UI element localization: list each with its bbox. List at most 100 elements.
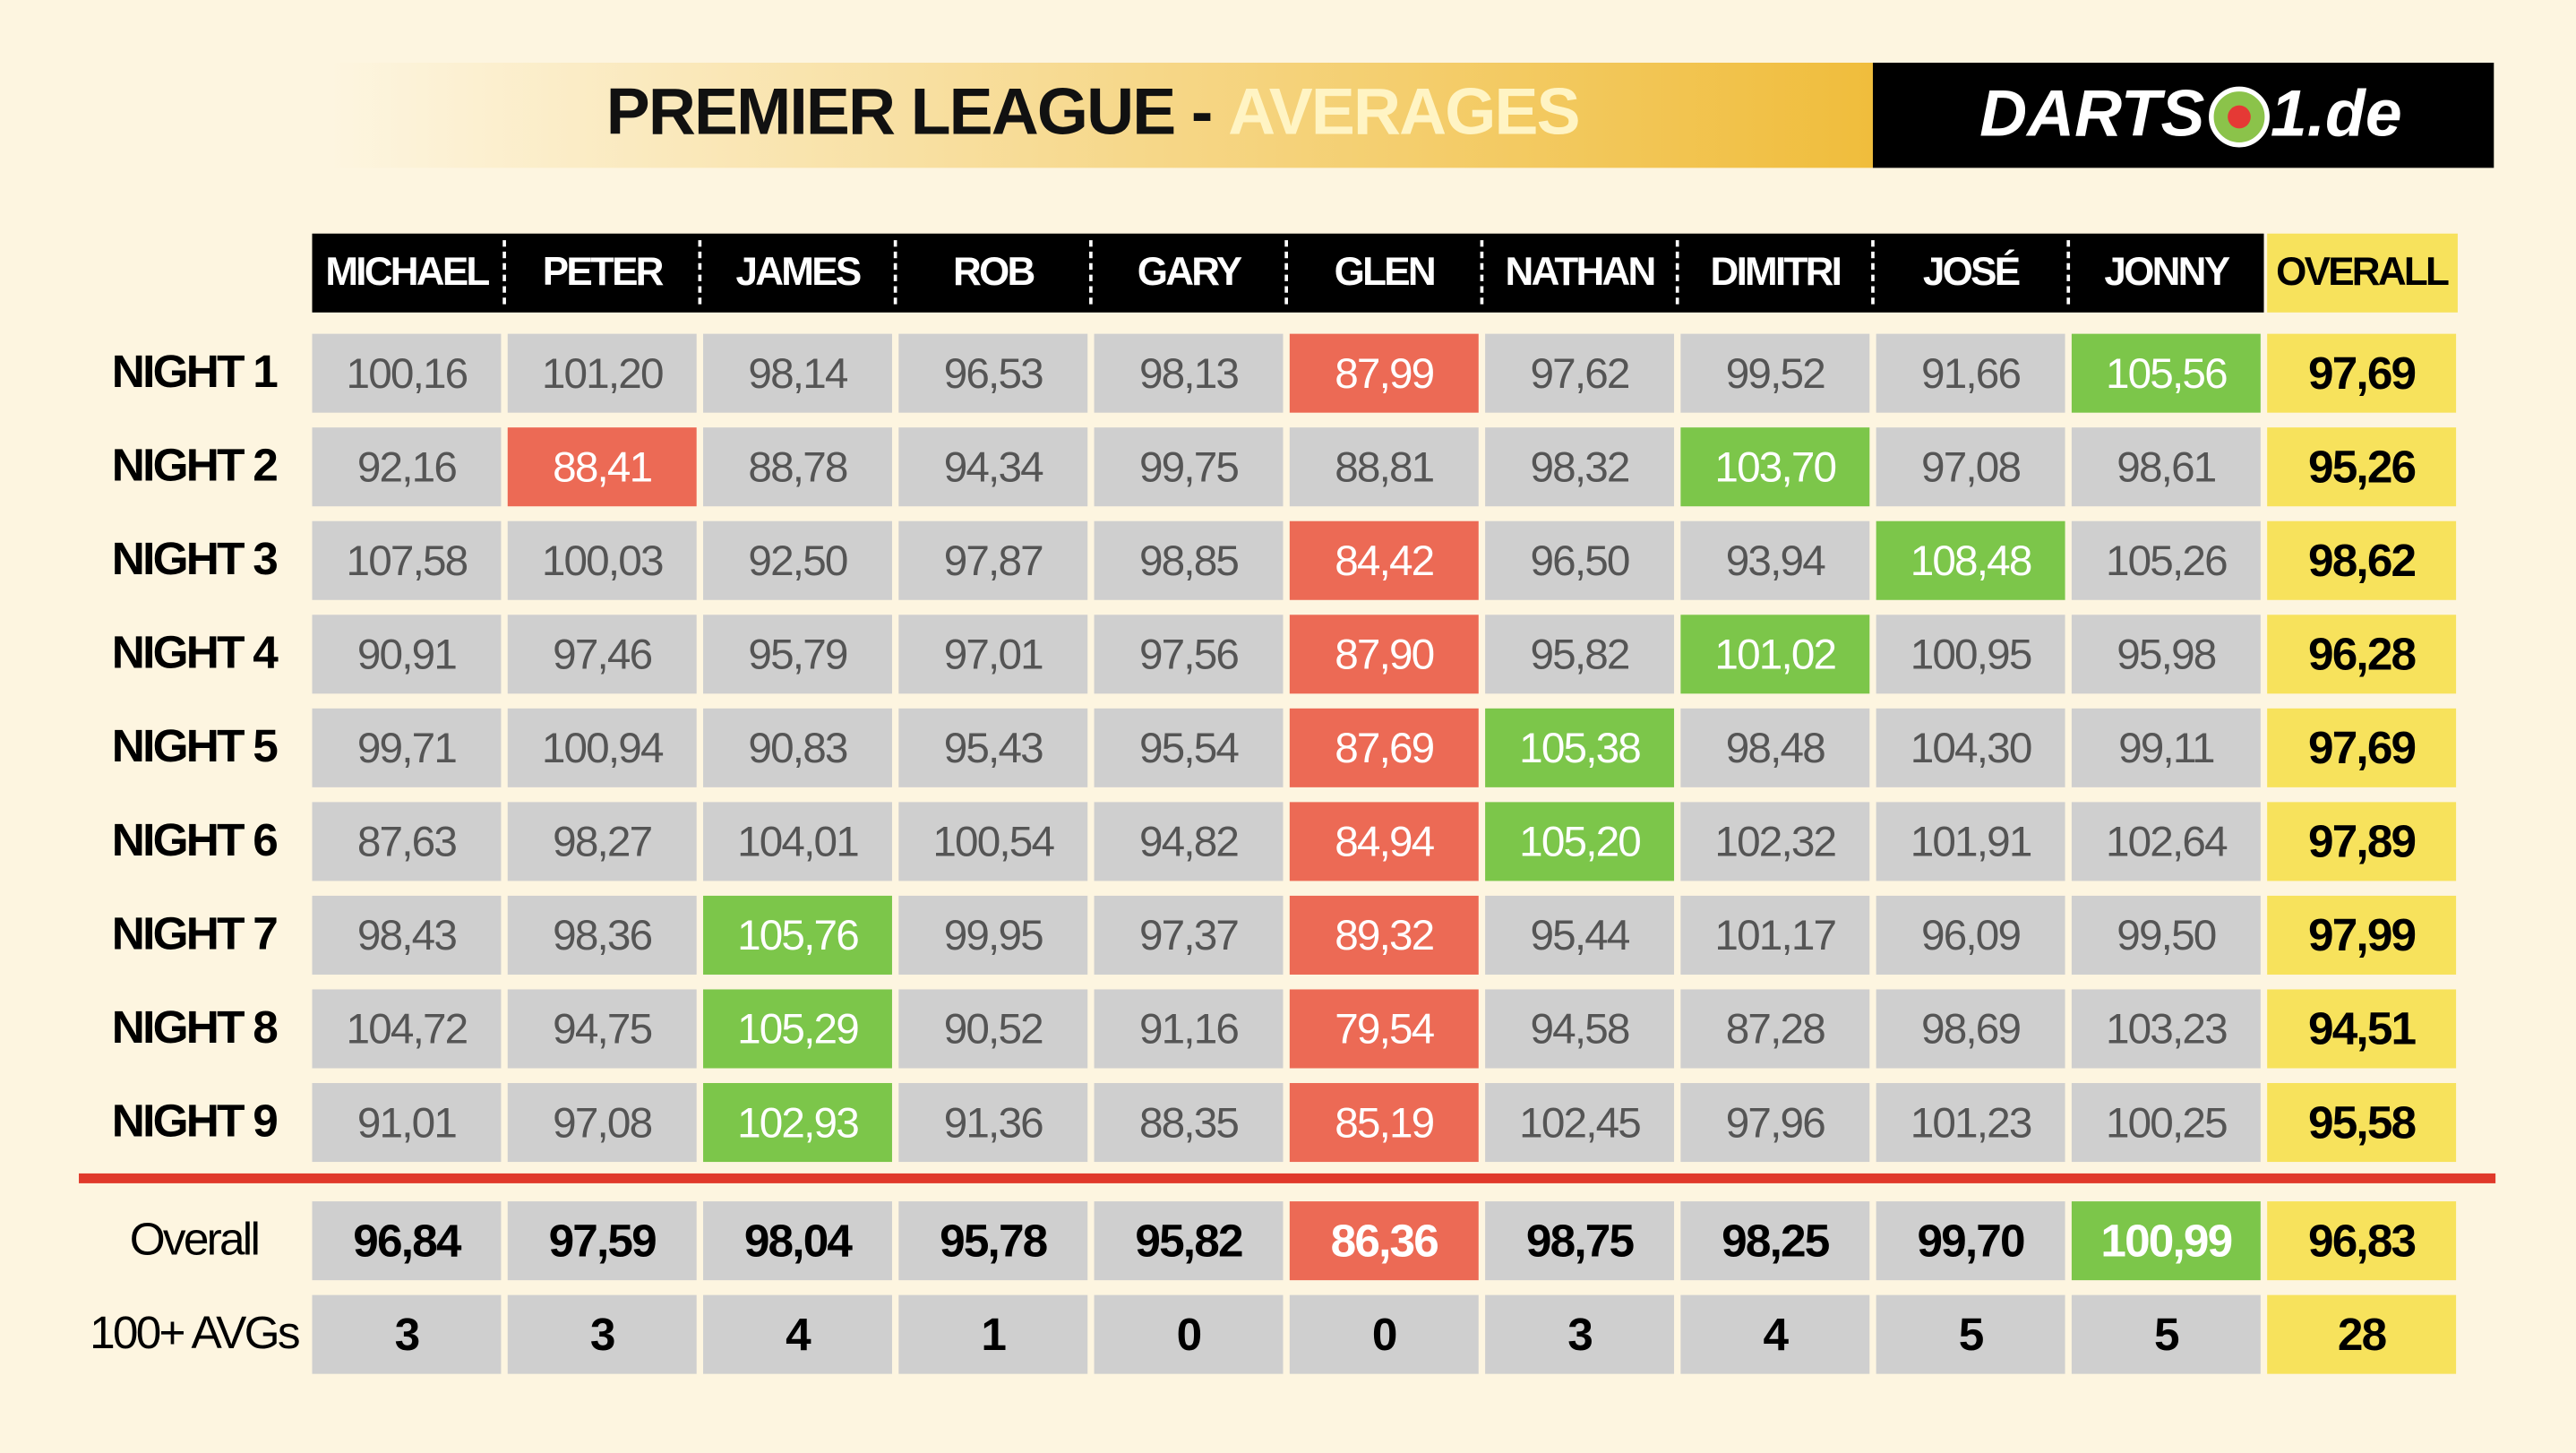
- cell: [1680, 1083, 1870, 1163]
- cell: [507, 802, 697, 881]
- cell: [2071, 802, 2261, 881]
- cell: [507, 708, 697, 787]
- column-header: DIMITRI: [1711, 250, 1841, 294]
- cell-value: 96,53: [944, 350, 1043, 398]
- cell-value: 105,56: [2106, 350, 2227, 398]
- cell-value: 104,72: [347, 1006, 468, 1053]
- cell-value: 98,75: [1526, 1215, 1635, 1266]
- cell: [1289, 333, 1479, 413]
- cell: [1289, 1083, 1479, 1163]
- cell-value: 100,99: [2100, 1215, 2231, 1266]
- logo-text: 1.de: [2271, 77, 2402, 150]
- cell-value: 96,09: [1921, 912, 2020, 959]
- cell: [1094, 615, 1284, 694]
- cell: [1680, 1201, 1870, 1281]
- cell-value: 88,81: [1335, 443, 1433, 491]
- row-label: NIGHT 5: [112, 720, 278, 771]
- cell: [1094, 1201, 1284, 1281]
- cell-value: 87,99: [1335, 350, 1433, 398]
- cell: [703, 895, 892, 975]
- cell: [1485, 1201, 1675, 1281]
- cell: [1680, 802, 1870, 881]
- cell: [2267, 1083, 2457, 1163]
- row-label: NIGHT 6: [112, 814, 277, 865]
- cell: [507, 615, 697, 694]
- cell-value: 98,61: [2117, 443, 2215, 491]
- cell: [312, 615, 502, 694]
- cell-value: 95,79: [748, 632, 846, 679]
- row-label: NIGHT 8: [112, 1002, 277, 1053]
- cell-value: 99,71: [357, 725, 456, 772]
- cell-value: 95,78: [940, 1215, 1047, 1266]
- row-label: NIGHT 4: [112, 627, 279, 678]
- cell: [703, 989, 892, 1069]
- cell: [703, 1201, 892, 1281]
- cell-value: 99,52: [1726, 350, 1825, 398]
- cell: [2267, 333, 2457, 413]
- cell: [1485, 895, 1675, 975]
- cell-value: 98,04: [744, 1215, 854, 1266]
- column-header: GARY: [1138, 250, 1242, 294]
- cell: [1485, 802, 1675, 881]
- cell-value: 105,29: [737, 1006, 858, 1053]
- cell-value: 97,69: [2308, 348, 2416, 399]
- cell-value: 96,83: [2308, 1215, 2416, 1266]
- cell: [1485, 615, 1675, 694]
- cell-value: 5: [2154, 1309, 2179, 1360]
- cell-value: 84,42: [1335, 537, 1433, 585]
- cell: [1876, 615, 2065, 694]
- cell-value: 99,50: [2117, 912, 2215, 959]
- cell-value: 97,62: [1530, 350, 1628, 398]
- cell-value: 97,87: [944, 537, 1043, 585]
- cell-value: 100,25: [2106, 1099, 2227, 1147]
- cell: [1485, 1294, 1675, 1374]
- title-banner: [328, 62, 1873, 168]
- cell: [312, 802, 502, 881]
- cell-value: 98,43: [357, 912, 456, 959]
- cell: [703, 615, 892, 694]
- cell: [2071, 1083, 2261, 1163]
- cell: [507, 1294, 697, 1374]
- cell-value: 105,76: [737, 912, 858, 959]
- cell-value: 102,64: [2106, 819, 2228, 866]
- cell-value: 3: [395, 1309, 419, 1360]
- cell-value: 98,32: [1530, 443, 1628, 491]
- cell-value: 95,82: [1135, 1215, 1242, 1266]
- cell: [1094, 802, 1284, 881]
- cell: [2267, 989, 2457, 1069]
- cell-value: 90,83: [748, 725, 846, 772]
- cell: [1289, 989, 1479, 1069]
- cell: [2267, 520, 2457, 600]
- cell-value: 84,94: [1335, 819, 1434, 866]
- cell: [1289, 802, 1479, 881]
- cell: [2267, 615, 2457, 694]
- cell: [1680, 708, 1870, 787]
- cell: [1094, 520, 1284, 600]
- cell-value: 0: [1372, 1309, 1396, 1360]
- cell-value: 97,69: [2308, 722, 2416, 773]
- cell: [1289, 615, 1479, 694]
- cell: [2267, 802, 2457, 881]
- cell: [507, 1201, 697, 1281]
- cell-value: 103,23: [2106, 1006, 2227, 1053]
- cell: [312, 1294, 502, 1374]
- cell: [1485, 989, 1675, 1069]
- cell-value: 95,44: [1530, 912, 1629, 959]
- cell-value: 79,54: [1335, 1006, 1434, 1053]
- cell-value: 87,69: [1335, 725, 1433, 772]
- column-header: JONNY: [2104, 250, 2229, 294]
- title-highlight: AVERAGES: [1228, 75, 1579, 149]
- column-header: NATHAN: [1506, 250, 1654, 294]
- cell: [898, 895, 1088, 975]
- cell: [1876, 895, 2065, 975]
- cell: [898, 427, 1088, 507]
- cell: [507, 1083, 697, 1163]
- row-label: 100+ AVGs: [90, 1307, 299, 1358]
- cell-value: 91,01: [357, 1099, 456, 1147]
- column-header: JOSÉ: [1923, 249, 2020, 294]
- cell-value: 97,59: [549, 1215, 657, 1266]
- cell-value: 102,93: [737, 1099, 858, 1147]
- cell: [2071, 615, 2261, 694]
- header-cell: [2267, 233, 2458, 313]
